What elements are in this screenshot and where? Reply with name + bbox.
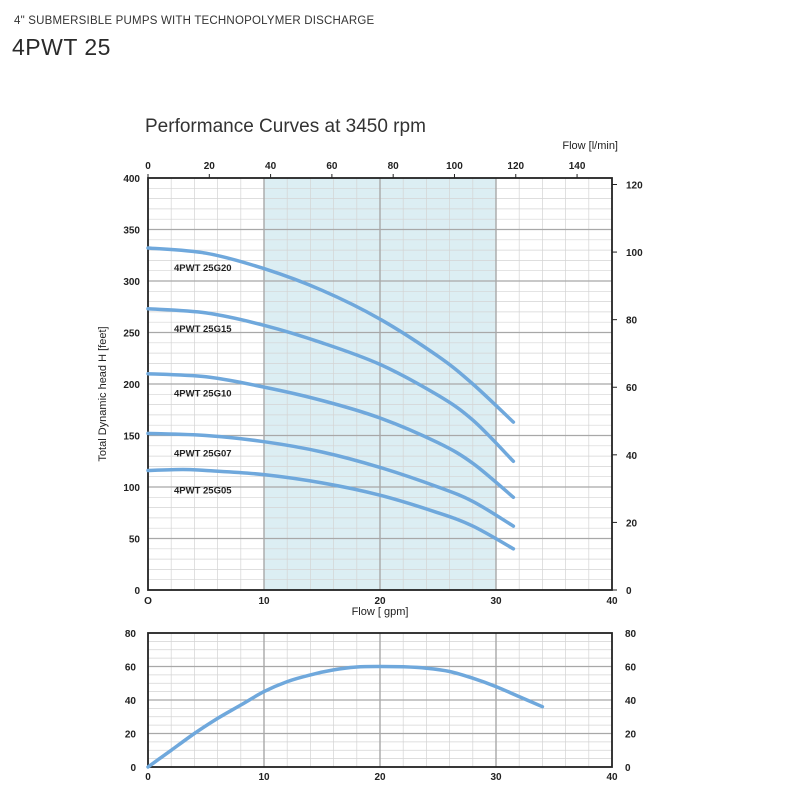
x-tick-label: 40 xyxy=(606,596,618,607)
chart-title: Performance Curves at 3450 rpm xyxy=(145,116,426,137)
x-tick-label: 10 xyxy=(258,772,270,783)
y2-tick-label: 20 xyxy=(625,730,637,741)
y-tick-label: 100 xyxy=(123,483,140,494)
y-tick-label: 150 xyxy=(123,432,140,443)
y2-tick-label: 60 xyxy=(625,663,637,674)
x2-tick-label: 40 xyxy=(265,161,277,172)
model-title: 4PWT 25 xyxy=(12,34,111,60)
y2-tick-label: 40 xyxy=(625,696,637,707)
curve-label: 4PWT 25G10 xyxy=(174,389,232,400)
y-tick-label: 80 xyxy=(125,629,137,640)
y-tick-label: 200 xyxy=(123,380,140,391)
y-tick-label: 250 xyxy=(123,329,140,340)
y-axis-label: Total Dynamic head H [feet] xyxy=(97,326,109,461)
plot-frame xyxy=(147,632,613,768)
y2-tick-label: 120 xyxy=(626,180,643,191)
x-tick-label: 40 xyxy=(606,772,618,783)
x-tick-label: 20 xyxy=(374,596,386,607)
curve-4pwt-25g20 xyxy=(146,246,516,424)
x-tick-label: 10 xyxy=(258,596,270,607)
y-tick-label: 20 xyxy=(125,730,137,741)
curve-label: 4PWT 25G20 xyxy=(174,263,232,274)
y-tick-label: 400 xyxy=(123,174,140,185)
secondary-chart: 0 10 20 30 40 0 20 40 60 80 0 20 40 60 80 xyxy=(125,629,637,783)
x2-tick-label: 60 xyxy=(326,161,338,172)
y-tick-label: 0 xyxy=(134,586,140,597)
page-subtitle: 4" SUBMERSIBLE PUMPS WITH TECHNOPOLYMER … xyxy=(14,15,375,27)
y2-tick-label: 0 xyxy=(626,586,632,597)
y-tick-label: 60 xyxy=(125,663,137,674)
y2-tick-label: 80 xyxy=(625,629,637,640)
y-tick-label: 350 xyxy=(123,226,140,237)
x-axis-label: Flow [ gpm] xyxy=(352,606,409,618)
curve-label: 4PWT 25G07 xyxy=(174,448,232,459)
y2-tick-label: 80 xyxy=(626,316,638,327)
curve-4pwt-25g10 xyxy=(146,371,516,500)
x2-tick-label: 0 xyxy=(145,161,151,172)
y2-tick-label: 60 xyxy=(626,383,638,394)
x2-tick-label: 80 xyxy=(388,161,400,172)
curve-label: 4PWT 25G15 xyxy=(174,324,232,335)
x-tick-label: 20 xyxy=(374,772,386,783)
y-tick-label: 300 xyxy=(123,277,140,288)
efficiency-curve xyxy=(146,664,545,769)
x2-axis-label: Flow [l/min] xyxy=(562,140,618,152)
y2-tick-label: 20 xyxy=(626,518,638,529)
y-tick-label: 0 xyxy=(130,763,136,774)
curve-label: 4PWT 25G05 xyxy=(174,486,232,497)
x-tick-label: 30 xyxy=(490,772,502,783)
y-tick-label: 50 xyxy=(129,535,141,546)
x-tick-label: 0 xyxy=(145,772,151,783)
x2-tick-label: 20 xyxy=(204,161,216,172)
plot-frame xyxy=(147,177,613,591)
y-tick-label: 40 xyxy=(125,696,137,707)
y2-tick-label: 0 xyxy=(625,763,631,774)
x2-tick-label: 140 xyxy=(569,161,586,172)
x-tick-label: O xyxy=(144,596,152,607)
x2-tick-label: 100 xyxy=(446,161,463,172)
y2-tick-label: 100 xyxy=(626,248,643,259)
x-tick-label: 30 xyxy=(490,596,502,607)
x2-tick-label: 120 xyxy=(507,161,524,172)
curve-4pwt-25g05 xyxy=(146,467,516,551)
curve-4pwt-25g15 xyxy=(146,307,516,464)
y2-tick-label: 40 xyxy=(626,451,638,462)
curve-4pwt-25g07 xyxy=(146,431,516,528)
